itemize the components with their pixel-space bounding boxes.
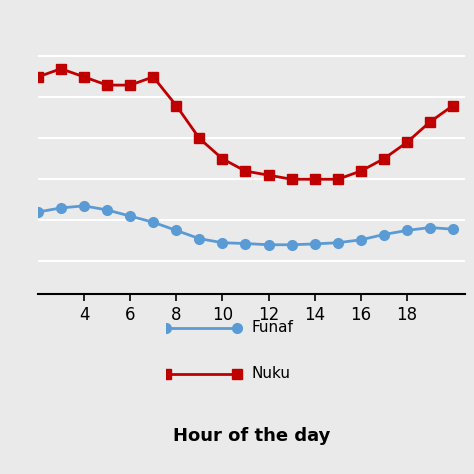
Funaf — [243, 241, 248, 246]
Nuku — [289, 176, 294, 182]
Line: Nuku: Nuku — [33, 64, 458, 184]
Funaf — [35, 209, 41, 215]
Funaf — [104, 207, 110, 213]
Nuku — [35, 74, 41, 80]
Funaf — [265, 242, 271, 247]
Nuku — [173, 103, 179, 109]
Nuku — [427, 119, 433, 125]
Nuku — [104, 82, 110, 88]
Funaf — [404, 228, 410, 233]
Funaf — [381, 232, 387, 237]
Line: Funaf: Funaf — [33, 201, 458, 250]
Funaf — [427, 225, 433, 230]
Funaf — [173, 228, 179, 233]
Funaf — [81, 203, 87, 209]
Funaf — [312, 241, 318, 247]
Nuku — [404, 139, 410, 145]
Nuku — [150, 74, 156, 80]
Nuku — [358, 168, 364, 174]
Nuku — [265, 173, 271, 178]
Nuku — [381, 156, 387, 162]
Funaf — [289, 242, 294, 247]
Funaf — [219, 240, 225, 246]
Funaf — [358, 237, 364, 243]
Nuku — [243, 168, 248, 174]
Funaf — [450, 227, 456, 232]
Nuku — [219, 156, 225, 162]
Funaf — [58, 205, 64, 211]
Funaf — [150, 219, 156, 225]
Nuku — [312, 176, 318, 182]
Nuku — [335, 176, 340, 182]
Funaf — [335, 240, 340, 246]
Nuku — [128, 82, 133, 88]
Funaf — [128, 213, 133, 219]
Funaf — [197, 236, 202, 241]
Text: Nuku: Nuku — [251, 366, 290, 381]
Nuku — [58, 66, 64, 72]
Nuku — [197, 136, 202, 141]
Nuku — [450, 103, 456, 109]
Text: Funaf: Funaf — [251, 320, 293, 335]
Text: Hour of the day: Hour of the day — [173, 427, 330, 445]
Nuku — [81, 74, 87, 80]
